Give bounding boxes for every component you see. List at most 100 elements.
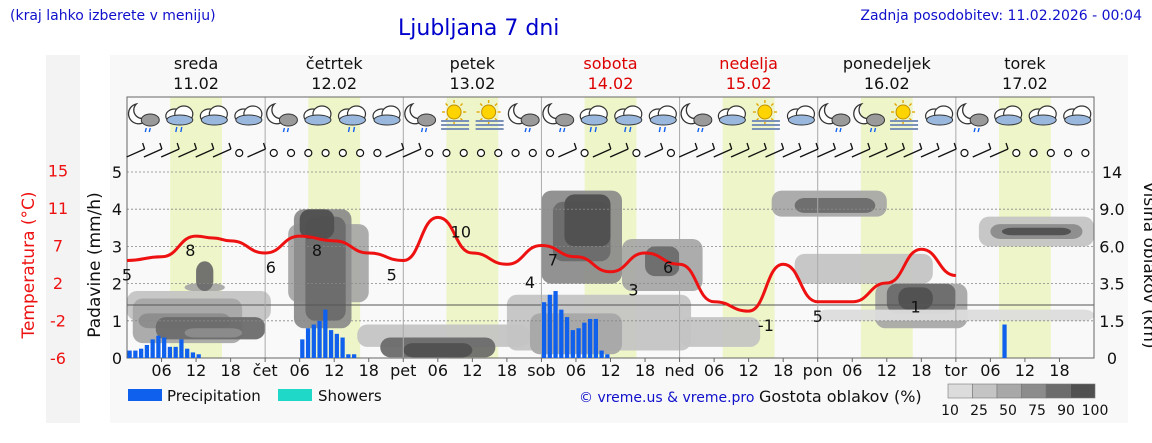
wind-shaft	[143, 148, 163, 158]
temperature-label: 7	[1054, 0, 1064, 4]
wind-feather	[660, 142, 664, 150]
x-tick-label: 18	[911, 361, 931, 380]
temperature-tick-label: 15	[48, 162, 68, 181]
temperature-label: 6	[266, 258, 276, 277]
cloud-density-swatch	[996, 383, 1022, 399]
cloud-shape	[200, 114, 228, 126]
precipitation-bar	[185, 348, 190, 358]
sun-fog-icon	[441, 100, 470, 130]
drizzle-drop	[424, 127, 428, 133]
calm-wind-icon	[494, 148, 503, 158]
day-name: sobota	[583, 54, 637, 73]
wind-barb-icon	[178, 142, 198, 158]
wind-shaft	[886, 148, 905, 158]
cloud-shape	[693, 113, 713, 127]
calm-wind-icon	[442, 148, 451, 158]
drizzle-drop	[973, 127, 976, 133]
moon-cloud-drizzle-icon	[818, 102, 851, 133]
precipitation-bar	[334, 333, 339, 358]
cloud-icon	[1063, 105, 1092, 126]
wind-barb-icon	[713, 142, 733, 158]
x-tick-label: 06	[980, 361, 1000, 380]
x-tick-label: 06	[428, 361, 448, 380]
drizzle-drop	[559, 127, 562, 133]
wind-feather	[867, 142, 871, 150]
cloud-density-area	[564, 194, 611, 247]
wind-shaft	[385, 148, 404, 158]
x-tick-label: čet	[253, 361, 278, 380]
wind-barb-icon	[851, 142, 871, 158]
drizzle-drop	[420, 127, 424, 133]
x-tick-label: ned	[665, 361, 695, 380]
wind-shaft	[903, 148, 922, 158]
calm-wind-icon	[1012, 148, 1021, 158]
precipitation-bar	[156, 335, 161, 358]
drizzle-drop	[873, 127, 877, 133]
wind-feather	[919, 142, 923, 150]
temperature-label: 10	[451, 222, 471, 241]
precipitation-bar	[196, 354, 201, 358]
moon-cloud-drizzle-icon	[266, 102, 298, 133]
day-date: 11.02	[173, 74, 219, 93]
wind-shaft	[799, 148, 819, 158]
menu-hint[interactable]: (kraj lahko izberete v meniju)	[10, 8, 216, 24]
cloud-icon	[372, 105, 401, 126]
precipitation-bar	[576, 328, 581, 358]
precipitation-bar	[317, 320, 322, 358]
day-name: ponedeljek	[843, 54, 932, 73]
cloud-shape	[995, 114, 1023, 126]
moon-cloud-drizzle-icon	[956, 102, 989, 133]
precip-axis-title: Padavine (mm/h)	[85, 192, 105, 337]
cloud-shape	[969, 113, 989, 127]
precipitation-bar	[167, 346, 173, 358]
day-date: 17.02	[1002, 74, 1048, 93]
wind-shaft	[972, 148, 992, 158]
wind-feather	[936, 142, 940, 150]
cloud-icon	[924, 105, 954, 126]
drizzle-drop	[286, 127, 290, 133]
drizzle-drop	[144, 127, 147, 133]
calm-wind-icon	[511, 148, 520, 158]
moon-cloud-drizzle-icon	[507, 102, 540, 133]
wind-barb-icon	[609, 142, 629, 158]
precip-tick-label: 2	[112, 275, 122, 294]
precipitation-bar	[300, 339, 305, 358]
x-tick-label: 12	[1015, 361, 1035, 380]
x-tick-label: 06	[704, 361, 724, 380]
wind-feather	[608, 142, 612, 150]
page-title: Ljubljana 7 dni	[398, 16, 560, 41]
wind-feather	[953, 142, 957, 150]
temperature-line	[126, 215, 957, 313]
sun-disc	[895, 104, 911, 120]
cloud-shape	[235, 114, 263, 126]
calm-wind-icon	[425, 148, 434, 158]
wind-barb-icon	[160, 142, 180, 158]
sun-disc	[757, 104, 773, 120]
wind-shaft	[592, 148, 612, 158]
wind-shaft	[765, 148, 784, 158]
day-name: četrtek	[306, 54, 364, 73]
moon-cloud-drizzle-icon	[127, 102, 160, 133]
precipitation-bar	[133, 350, 138, 358]
day-date: 13.02	[449, 74, 495, 93]
daylight-band	[446, 97, 499, 358]
wind-shaft	[868, 148, 888, 158]
wind-shaft	[937, 148, 957, 158]
cloud-drizzle-icon	[648, 105, 677, 133]
x-tick-label: 18	[497, 361, 517, 380]
wind-feather	[763, 142, 767, 150]
precip-tick-label: 0	[112, 349, 122, 368]
wind-barb-icon	[402, 142, 422, 158]
wind-shaft	[126, 148, 145, 158]
wind-barb-icon	[678, 142, 698, 158]
drizzle-drop	[624, 126, 627, 133]
wind-feather	[729, 142, 733, 150]
calm-wind-icon	[960, 148, 969, 158]
cloud-icon	[1028, 105, 1057, 126]
cloud-density-legend-title: Gostota oblakov (%)	[759, 387, 922, 406]
sun-fog-icon	[890, 100, 919, 130]
calm-wind-icon	[1029, 148, 1038, 158]
cloud-icon	[199, 105, 228, 126]
cloud-density-swatch	[972, 383, 998, 399]
wind-barb-icon	[558, 142, 577, 158]
